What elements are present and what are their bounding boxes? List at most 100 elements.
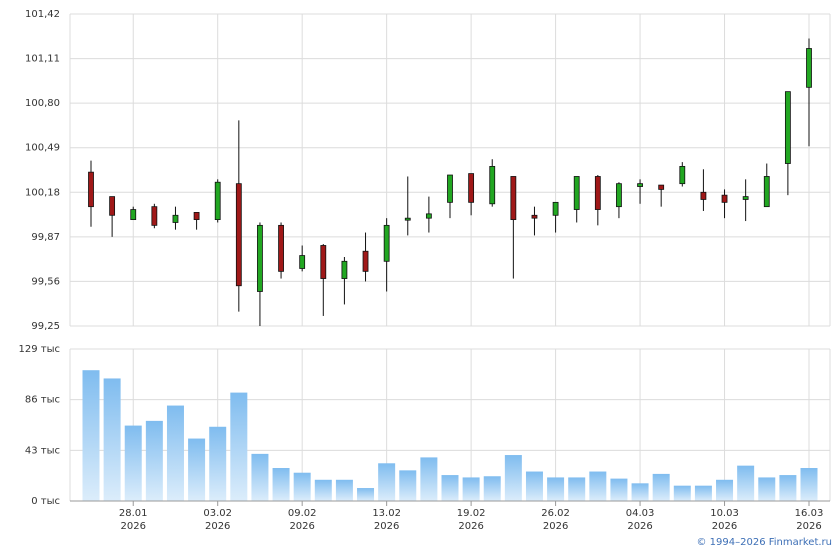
candle-body [763,176,770,208]
candle-body [721,194,728,203]
volume-bar [779,475,797,501]
x-tick-label: 13.02 [372,508,401,519]
volume-bar [631,483,649,501]
candle-body [679,166,686,185]
volume-bar [103,378,121,501]
x-tick-label: 16.03 [795,508,824,519]
candle-body [806,48,812,88]
candle-body [278,224,284,272]
volume-bar [420,457,438,501]
volume-bar [652,473,670,501]
candle-body [109,196,116,216]
candle-body [172,214,179,223]
x-tick-label: 19.02 [457,508,486,519]
volume-bar [547,477,565,501]
volume-bar [525,471,543,501]
candle-body [341,260,348,279]
volume-bar [166,405,184,501]
volume-bar [145,420,163,501]
y-tick-label: 0 тыс [31,496,60,507]
volume-bar [124,425,142,501]
x-tick-label: 03.02 [203,508,232,519]
x-tick-label: 09.02 [288,508,317,519]
candle-body [637,183,643,187]
volume-bar [441,475,459,501]
candle-body [193,212,200,221]
y-tick-label: 99,87 [31,232,60,243]
x-tick-label: 2026 [374,521,399,532]
y-tick-label: 100,49 [25,143,60,154]
volume-bar [251,453,269,501]
volume-bar [209,426,227,501]
candle-body [552,201,559,216]
candle-body [425,213,432,219]
candle-body [784,91,791,164]
volume-bar [230,392,248,501]
y-tick-label: 99,56 [31,276,60,287]
candle-body [658,184,665,190]
y-tick-label: 86 тыс [25,395,60,406]
x-tick-label: 2026 [796,521,821,532]
volume-bar [378,463,396,501]
candle-body [531,214,538,219]
y-tick-label: 99,25 [31,321,60,332]
x-tick-label: 2026 [205,521,230,532]
x-tick-label: 2026 [289,521,314,532]
volume-bar [758,477,776,501]
candle-body [404,217,411,221]
volume-bar [800,468,818,501]
candle-body [700,191,707,200]
candle-body [320,245,327,279]
candle-body [362,250,369,272]
candle-body [130,209,137,221]
candle-body [489,166,496,205]
y-tick-label: 129 тыс [19,344,60,355]
volume-bar [272,468,290,501]
x-tick-label: 10.03 [710,508,739,519]
candle-body [447,174,453,203]
x-tick-label: 2026 [712,521,737,532]
volume-bar [673,485,691,501]
x-tick-label: 2026 [458,521,483,532]
candle-body [299,255,306,269]
volume-bar [82,370,100,501]
volume-bar [694,485,712,501]
volume-bar [504,455,522,501]
volume-bar [610,478,628,501]
candle-body [214,181,221,221]
volume-bar [462,477,480,501]
volume-bar [716,479,734,501]
x-tick-label: 2026 [121,521,146,532]
x-tick-label: 2026 [627,521,652,532]
candle-body [235,183,242,287]
candle-body [468,173,475,203]
volume-bar [483,476,501,501]
candle-body [510,176,517,221]
volume-bar [314,479,332,501]
volume-bar [357,488,375,501]
footer-link[interactable]: © 1994–2026 Finmarket.ru [696,537,832,548]
volume-bar [293,472,311,501]
candle-body [742,196,749,200]
x-tick-label: 04.03 [626,508,655,519]
volume-bar [188,438,206,501]
y-tick-label: 100,18 [25,187,60,198]
candle-body [383,224,390,262]
candle-body [594,176,601,210]
x-tick-label: 26.02 [541,508,570,519]
candle-body [88,171,94,208]
volume-bar [568,477,586,501]
volume-bar [399,470,417,501]
candle-body [616,183,622,208]
candle-body [257,224,263,292]
x-tick-label: 2026 [543,521,568,532]
y-tick-label: 43 тыс [25,445,60,456]
volume-bar [589,471,607,501]
y-tick-label: 100,80 [25,98,60,109]
volume-bar [737,465,755,501]
candle-body [151,206,158,226]
volume-bar [335,479,353,501]
candle-body [573,176,580,210]
y-tick-label: 101,42 [25,9,60,20]
